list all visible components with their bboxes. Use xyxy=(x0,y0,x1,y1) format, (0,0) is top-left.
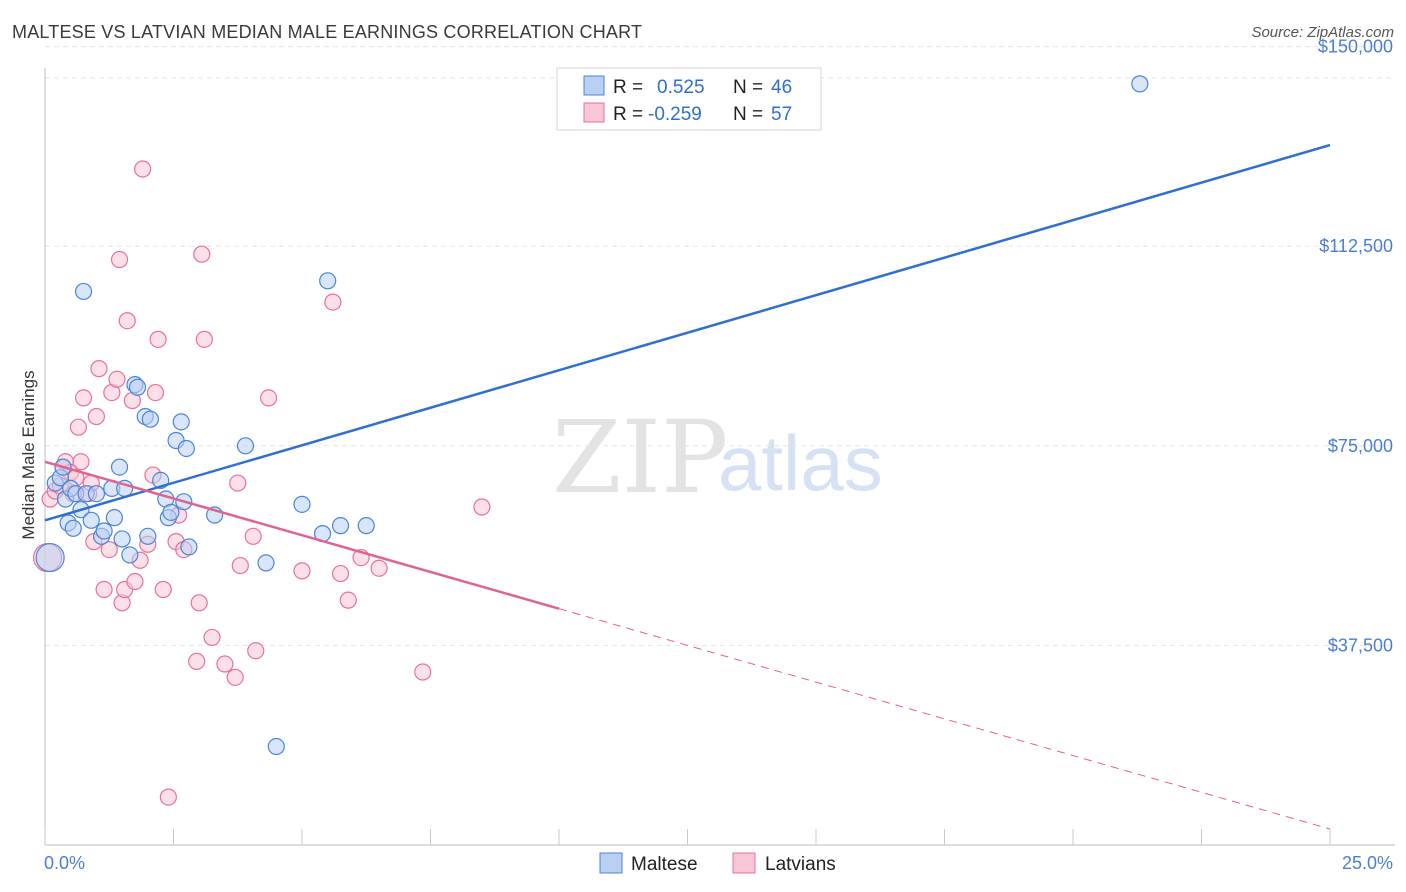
latvians-point xyxy=(324,293,342,311)
latvians-point xyxy=(339,591,357,609)
latvians-point xyxy=(69,418,88,436)
maltese-bottom-label: Maltese xyxy=(631,854,698,875)
latvians-r-label: R = xyxy=(613,104,643,125)
latvians-point xyxy=(190,594,208,612)
maltese-point xyxy=(110,458,129,476)
chart-title: MALTESE VS LATVIAN MEDIAN MALE EARNINGS … xyxy=(12,22,643,42)
latvians-point xyxy=(473,498,491,516)
maltese-r-label: R = xyxy=(613,77,643,98)
latvians-point xyxy=(247,642,265,660)
maltese-point xyxy=(105,509,123,527)
latvians-point xyxy=(259,389,278,407)
latvians-point xyxy=(90,360,108,378)
maltese-point xyxy=(162,503,180,521)
maltese-point xyxy=(257,554,275,572)
latvians-point xyxy=(108,370,126,388)
latvians-point xyxy=(229,474,247,492)
maltese-point xyxy=(121,546,139,564)
maltese-point xyxy=(64,519,82,537)
latvians-point xyxy=(370,559,388,577)
maltese-legend-swatch xyxy=(583,75,605,96)
latvians-trend-line xyxy=(44,460,560,610)
latvians-point xyxy=(216,655,234,673)
maltese-point xyxy=(139,527,157,545)
trend-lines xyxy=(44,143,1331,830)
y-tick-label: $150,000 xyxy=(1318,37,1393,57)
latvians-point xyxy=(195,330,213,348)
latvians-point xyxy=(118,312,136,330)
maltese-n-label: N = xyxy=(733,77,763,98)
latvians-point xyxy=(188,652,206,670)
maltese-point xyxy=(113,530,131,548)
maltese-point xyxy=(35,542,65,573)
x-tick-label-max: 25.0% xyxy=(1342,853,1393,873)
latvians-point xyxy=(159,788,177,806)
latvians-point xyxy=(203,628,221,647)
y-axis-tick-labels: $37,500 $75,000 $112,500 $150,000 xyxy=(1318,37,1393,656)
maltese-point xyxy=(236,437,255,455)
latvians-point xyxy=(193,245,211,263)
maltese-r-value: 0.525 xyxy=(657,77,705,98)
maltese-point xyxy=(74,282,93,301)
latvians-point xyxy=(110,250,129,269)
y-tick-label: $75,000 xyxy=(1328,436,1393,456)
maltese-point xyxy=(331,517,350,535)
latvians-point xyxy=(95,580,113,599)
latvians-point xyxy=(74,389,93,407)
latvians-point xyxy=(126,572,144,591)
latvians-point xyxy=(87,407,106,426)
maltese-point xyxy=(267,737,285,756)
maltese-point xyxy=(319,272,337,290)
maltese-point xyxy=(172,413,190,431)
y-axis-label: Median Male Earnings xyxy=(19,370,38,539)
latvians-point xyxy=(244,527,262,545)
x-axis-ticks xyxy=(44,829,1331,845)
maltese-point xyxy=(128,378,147,396)
latvians-point xyxy=(100,540,118,559)
maltese-trend-line xyxy=(44,143,1331,522)
x-tick-label-min: 0.0% xyxy=(44,853,85,873)
latvians-n-label: N = xyxy=(733,104,763,125)
latvians-r-value: -0.259 xyxy=(648,104,702,125)
latvians-point xyxy=(72,453,90,471)
y-tick-label: $112,500 xyxy=(1319,236,1393,256)
maltese-n-value: 46 xyxy=(771,77,792,98)
maltese-point xyxy=(87,485,106,503)
maltese-point xyxy=(357,517,375,535)
latvians-point xyxy=(226,668,244,686)
maltese-point xyxy=(1131,75,1149,93)
latvians-points xyxy=(32,160,491,806)
latvians-point xyxy=(231,556,249,575)
latvians-point xyxy=(134,160,152,178)
maltese-point xyxy=(95,522,113,540)
latvians-point xyxy=(154,580,172,599)
maltese-point xyxy=(141,410,159,428)
series-legend: Maltese Latvians xyxy=(599,852,836,875)
maltese-point xyxy=(293,495,311,513)
latvians-n-value: 57 xyxy=(771,104,792,125)
latvians-point xyxy=(146,383,165,402)
gridlines xyxy=(45,46,1395,646)
y-tick-label: $37,500 xyxy=(1328,635,1393,655)
latvians-point xyxy=(414,663,432,681)
source-label: Source: ZipAtlas.com xyxy=(1251,24,1394,41)
latvians-point xyxy=(293,562,311,580)
maltese-point xyxy=(177,439,195,458)
latvians-bottom-swatch xyxy=(732,852,756,874)
latvians-bottom-label: Latvians xyxy=(765,854,836,875)
watermark: ZIP atlas xyxy=(552,399,883,516)
latvians-point xyxy=(331,564,350,583)
watermark-zip: ZIP xyxy=(552,399,728,516)
latvians-point xyxy=(149,330,167,348)
latvians-trend-line-extension xyxy=(558,608,1331,830)
maltese-bottom-swatch xyxy=(599,852,623,874)
maltese-point xyxy=(82,511,100,529)
latvians-legend-swatch xyxy=(583,102,605,123)
stats-legend: R = 0.525 N = 46 R = -0.259 N = 57 xyxy=(556,67,822,131)
watermark-atlas: atlas xyxy=(718,419,883,507)
maltese-point xyxy=(180,538,198,556)
